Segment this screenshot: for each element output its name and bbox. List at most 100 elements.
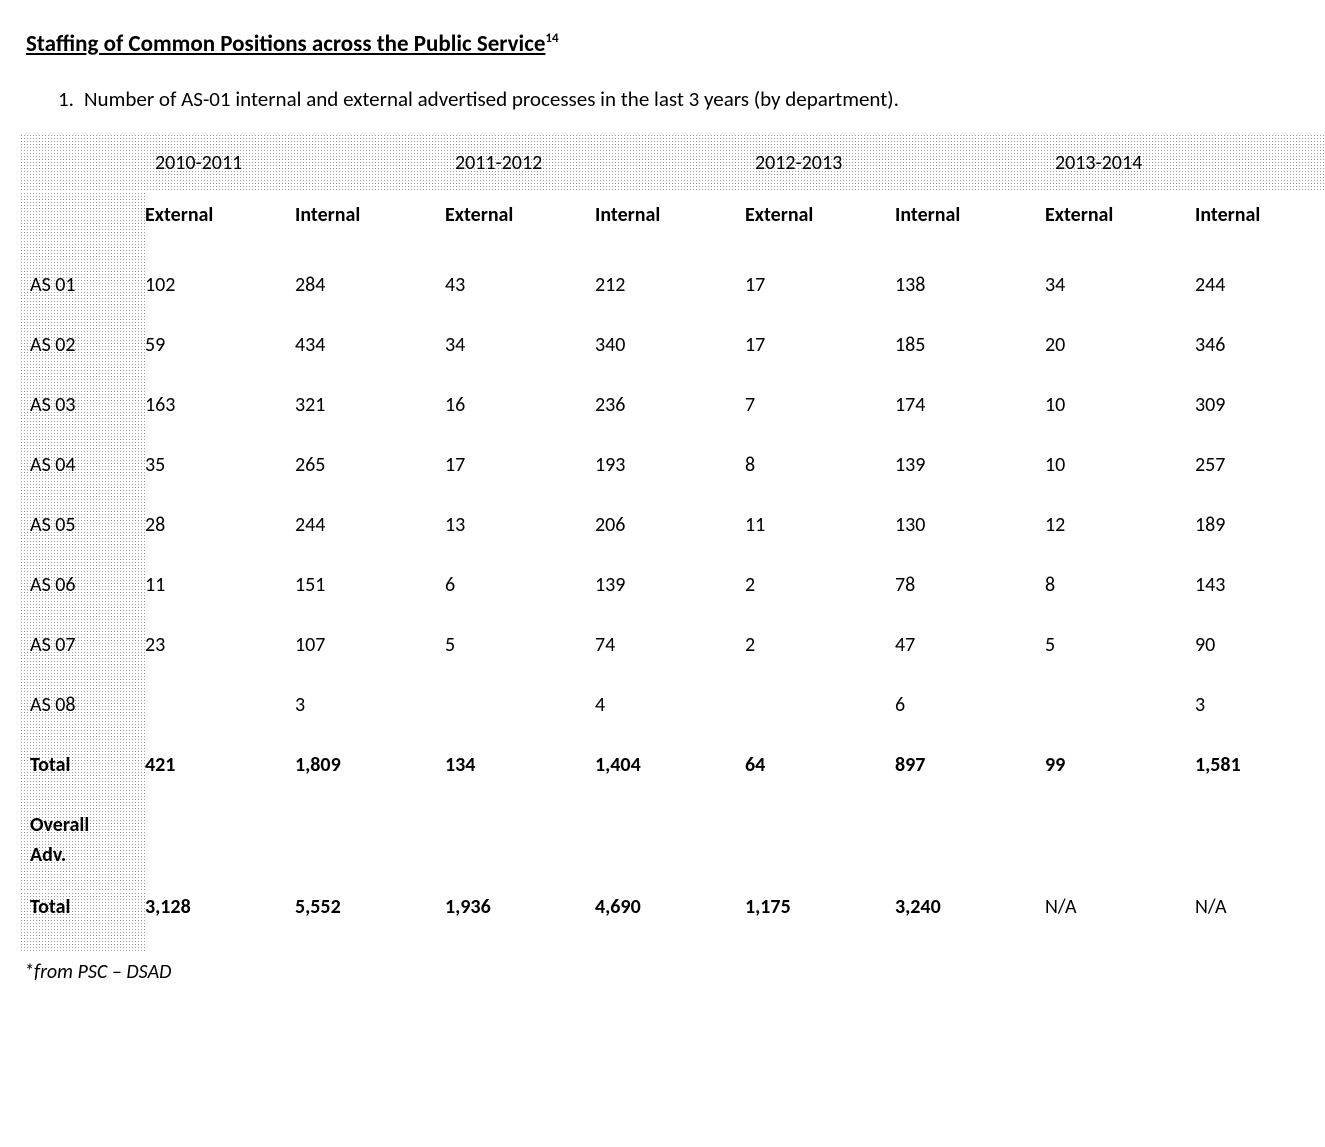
table-cell (145, 690, 295, 750)
table-cell: 4,690 (595, 892, 745, 952)
row-label: AS 01 (20, 270, 145, 330)
table-cell: 346 (1195, 330, 1325, 390)
table-cell: 3,240 (895, 892, 1045, 952)
table-row: AS 083463 (20, 690, 1325, 750)
sub-header: External (445, 192, 595, 270)
list-number: 1. (58, 86, 84, 112)
sub-header: Internal (595, 192, 745, 270)
table-cell: 35 (145, 450, 295, 510)
table-cell: 11 (145, 570, 295, 630)
table-cell: 102 (145, 270, 295, 330)
table-cell: 284 (295, 270, 445, 330)
table-cell: 90 (1195, 630, 1325, 690)
table-cell: 99 (1045, 750, 1195, 810)
year-header: 2011-2012 (445, 134, 745, 192)
list-item-1: 1.Number of AS-01 internal and external … (20, 86, 1305, 112)
table-cell: 143 (1195, 570, 1325, 630)
final-total-label: Total (20, 892, 145, 952)
title-text: Staffing of Common Positions across the … (26, 30, 545, 58)
title-superscript: 14 (545, 31, 558, 46)
table-cell: 16 (445, 390, 595, 450)
sub-header: External (1045, 192, 1195, 270)
table-cell: 421 (145, 750, 295, 810)
table-cell: 151 (295, 570, 445, 630)
table-row: AS 043526517193813910257 (20, 450, 1325, 510)
table-cell: 321 (295, 390, 445, 450)
row-label: AS 04 (20, 450, 145, 510)
row-label: AS 02 (20, 330, 145, 390)
table-cell: 340 (595, 330, 745, 390)
table-cell (745, 690, 895, 750)
list-text: Number of AS-01 internal and external ad… (84, 86, 899, 112)
table-row: Total4211,8091341,40464897991,581 (20, 750, 1325, 810)
table-cell: 47 (895, 630, 1045, 690)
table-cell: 8 (745, 450, 895, 510)
table-cell: 212 (595, 270, 745, 330)
table-cell: 2 (745, 570, 895, 630)
table-cell: 189 (1195, 510, 1325, 570)
sub-header-blank (20, 192, 145, 270)
table-cell: 434 (295, 330, 445, 390)
table-cell: 139 (895, 450, 1045, 510)
sub-header: Internal (1195, 192, 1325, 270)
table-cell: 130 (895, 510, 1045, 570)
table-cell: 4 (595, 690, 745, 750)
sub-header-row: External Internal External Internal Exte… (20, 192, 1325, 270)
table-cell: 5 (1045, 630, 1195, 690)
table-cell: 5,552 (295, 892, 445, 952)
table-cell (445, 690, 595, 750)
table-cell: 12 (1045, 510, 1195, 570)
overall-label-line1: Overall (30, 813, 89, 837)
table-cell: 17 (745, 270, 895, 330)
table-cell: 174 (895, 390, 1045, 450)
table-cell: 23 (145, 630, 295, 690)
table-cell (1045, 690, 1195, 750)
table-cell: 11 (745, 510, 895, 570)
overall-label-line2: Adv. (30, 843, 66, 867)
table-cell: 265 (295, 450, 445, 510)
table-cell: 309 (1195, 390, 1325, 450)
table-cell: 3,128 (145, 892, 295, 952)
table-cell: 244 (1195, 270, 1325, 330)
table-cell: 74 (595, 630, 745, 690)
overall-label: Overall Adv. (20, 810, 145, 892)
table-cell: 5 (445, 630, 595, 690)
table-cell: N/A (1195, 892, 1325, 952)
overall-adv-row: Overall Adv. (20, 810, 1325, 892)
table-cell: 206 (595, 510, 745, 570)
table-cell: 1,936 (445, 892, 595, 952)
table-cell: 107 (295, 630, 445, 690)
table-cell: 13 (445, 510, 595, 570)
sub-header: Internal (895, 192, 1045, 270)
table-cell: 7 (745, 390, 895, 450)
table-cell: 139 (595, 570, 745, 630)
table-cell: 3 (1195, 690, 1325, 750)
sub-header: External (145, 192, 295, 270)
table-cell: 17 (745, 330, 895, 390)
footnote: *from PSC – DSAD (20, 952, 1305, 984)
table-cell: 244 (295, 510, 445, 570)
table-cell: 6 (895, 690, 1045, 750)
row-label: AS 06 (20, 570, 145, 630)
sub-header: External (745, 192, 895, 270)
year-header-row: 2010-2011 2011-2012 2012-2013 2013-2014 (20, 134, 1325, 192)
table-cell: 185 (895, 330, 1045, 390)
table-cell: 257 (1195, 450, 1325, 510)
row-label: AS 08 (20, 690, 145, 750)
year-header: 2012-2013 (745, 134, 1045, 192)
table-cell: 138 (895, 270, 1045, 330)
page-title: Staffing of Common Positions across the … (20, 30, 1305, 58)
row-label: Total (20, 750, 145, 810)
table-cell: 10 (1045, 390, 1195, 450)
final-total-row: Total 3,128 5,552 1,936 4,690 1,175 3,24… (20, 892, 1325, 952)
table-cell: 43 (445, 270, 595, 330)
table-row: AS 0723107574247590 (20, 630, 1325, 690)
year-header: 2010-2011 (145, 134, 445, 192)
year-header: 2013-2014 (1045, 134, 1325, 192)
table-cell: 78 (895, 570, 1045, 630)
table-row: AS 01102284432121713834244 (20, 270, 1325, 330)
table-row: AS 0528244132061113012189 (20, 510, 1325, 570)
table-cell: 10 (1045, 450, 1195, 510)
table-row: AS 0259434343401718520346 (20, 330, 1325, 390)
row-label: AS 05 (20, 510, 145, 570)
